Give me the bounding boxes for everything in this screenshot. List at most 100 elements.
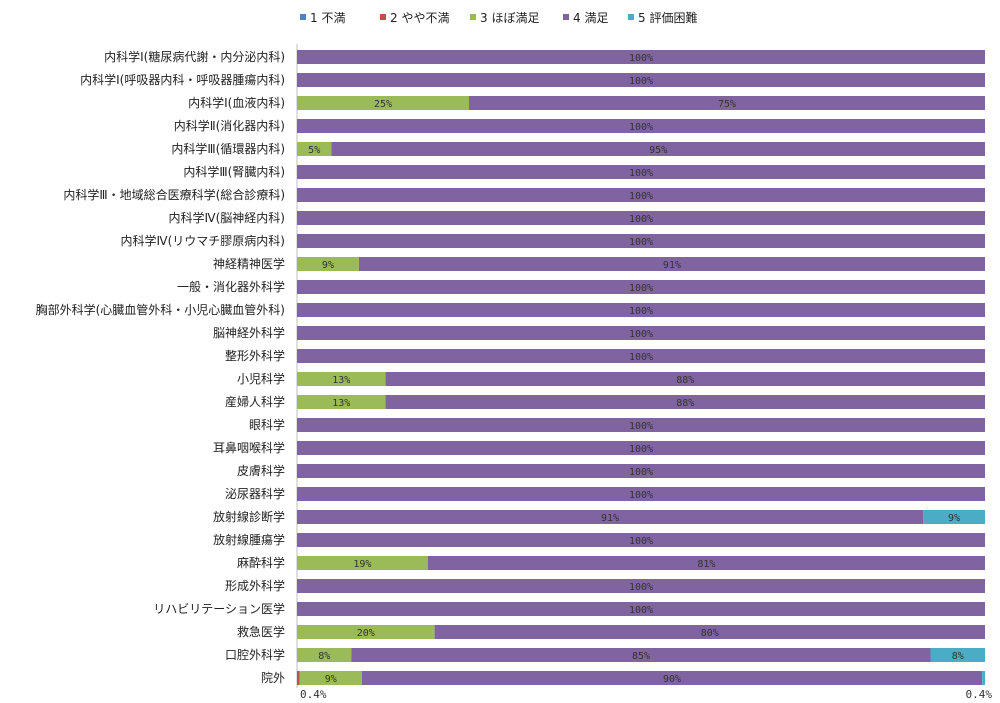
bar-segment xyxy=(297,349,985,363)
category-label: 脳神経外科学 xyxy=(213,325,285,340)
bar-segment xyxy=(297,142,332,156)
data-label: 81% xyxy=(697,559,715,570)
bar-segment xyxy=(385,372,985,386)
category-label: 内科学Ⅳ(脳神経内科) xyxy=(169,210,285,225)
bar-row: 内科学Ⅲ(腎臓内科) 100% xyxy=(183,164,985,179)
category-label: 神経精神医学 xyxy=(213,256,285,271)
legend-item: 5 評価困難 xyxy=(628,10,697,25)
data-label: 100% xyxy=(629,582,653,593)
data-label: 80% xyxy=(701,628,719,639)
data-label: 20% xyxy=(357,628,375,639)
category-label: 内科学Ⅳ(リウマチ膠原病内科) xyxy=(121,233,285,248)
bar-row: 内科学Ⅲ・地域総合医療科学(総合診療科) 100% xyxy=(63,187,985,202)
category-label: 整形外科学 xyxy=(225,348,285,363)
data-label: 9% xyxy=(322,260,334,271)
bar-row: 泌尿器科学 100% xyxy=(225,486,985,501)
bar-segment xyxy=(923,510,985,524)
category-label: 内科学Ⅰ(呼吸器内科・呼吸器腫瘍内科) xyxy=(80,72,285,87)
bar-segment xyxy=(297,234,985,248)
data-label: 9% xyxy=(325,674,337,685)
legend-item: 3 ほぼ満足 xyxy=(470,11,539,25)
bar-segment xyxy=(297,165,985,179)
bar-row: 救急医学 20% 80% xyxy=(237,624,986,639)
category-label: 院外 xyxy=(261,671,285,685)
data-label: 13% xyxy=(332,398,350,409)
data-label: 75% xyxy=(718,99,736,110)
bar-segment xyxy=(297,648,352,662)
data-label: 19% xyxy=(353,559,371,570)
bar-row: 眼科学 100% xyxy=(249,417,985,432)
data-label: 100% xyxy=(629,421,653,432)
bar-row: 脳神経外科学 100% xyxy=(213,325,985,340)
legend-item: 2 やや不満 xyxy=(380,11,449,25)
legend-item: 1 不満 xyxy=(300,11,345,25)
bar-segment xyxy=(297,50,985,64)
data-label: 100% xyxy=(629,214,653,225)
bar-segment xyxy=(297,280,985,294)
bar-row: 胸部外科学(心臓血管外科・小児心臓血管外科) 100% xyxy=(36,302,985,317)
legend-swatch xyxy=(380,14,386,20)
category-label: 内科学Ⅰ(糖尿病代謝・内分泌内科) xyxy=(104,49,285,64)
bar-segment xyxy=(297,602,985,616)
bar-segment xyxy=(297,533,985,547)
bar-segment xyxy=(297,119,985,133)
data-label: 90% xyxy=(663,674,681,685)
bar-segment xyxy=(297,211,985,225)
bar-row: 一般・消化器外科学 100% xyxy=(177,279,985,294)
legend-label: 1 不満 xyxy=(310,11,345,25)
data-label: 100% xyxy=(629,467,653,478)
bar-row: 内科学Ⅳ(脳神経内科) 100% xyxy=(169,210,985,225)
data-label: 95% xyxy=(649,145,667,156)
category-label: リハビリテーション医学 xyxy=(153,601,285,616)
data-label: 100% xyxy=(629,536,653,547)
data-label: 13% xyxy=(332,375,350,386)
legend-label: 5 評価困難 xyxy=(638,10,697,25)
category-label: 内科学Ⅱ(消化器内科) xyxy=(174,118,285,133)
data-label: 5% xyxy=(308,145,320,156)
category-label: 皮膚科学 xyxy=(237,463,285,478)
outside-data-label: 0.4% xyxy=(966,688,993,701)
bar-segment xyxy=(434,625,986,639)
category-label: 麻酔科学 xyxy=(237,555,285,570)
category-label: 内科学Ⅲ(腎臓内科) xyxy=(183,164,285,179)
bar-segment xyxy=(351,648,931,662)
bar-row: 放射線診断学 91% 9% xyxy=(213,509,985,524)
data-label: 100% xyxy=(629,444,653,455)
bar-segment xyxy=(297,441,985,455)
data-label: 100% xyxy=(629,352,653,363)
data-label: 100% xyxy=(629,237,653,248)
category-label: 一般・消化器外科学 xyxy=(177,279,285,294)
bar-row: 放射線腫瘍学 100% xyxy=(213,532,985,547)
outside-data-label: 0.4% xyxy=(300,688,327,701)
bar-segment xyxy=(297,671,300,685)
bar-segment xyxy=(297,579,985,593)
bar-row: 院外 9% 90% xyxy=(261,671,985,685)
category-label: 内科学Ⅲ(循環器内科) xyxy=(171,141,285,156)
data-label: 100% xyxy=(629,306,653,317)
bar-segment xyxy=(297,188,985,202)
category-label: 泌尿器科学 xyxy=(225,486,285,501)
bar-row: 形成外科学 100% xyxy=(225,578,985,593)
data-label: 88% xyxy=(676,375,694,386)
category-label: 胸部外科学(心臓血管外科・小児心臓血管外科) xyxy=(36,302,285,317)
legend: 1 不満 2 やや不満 3 ほぼ満足 4 満足 5 評価困難 xyxy=(300,10,697,25)
bar-segment xyxy=(297,96,469,110)
data-label: 85% xyxy=(632,651,650,662)
bar-row: リハビリテーション医学 100% xyxy=(153,601,985,616)
data-label: 100% xyxy=(629,53,653,64)
data-label: 100% xyxy=(629,168,653,179)
data-label: 91% xyxy=(601,513,619,524)
bar-segment xyxy=(297,303,985,317)
bar-segment xyxy=(930,648,985,662)
bar-row: 皮膚科学 100% xyxy=(237,463,985,478)
data-label: 91% xyxy=(663,260,681,271)
bar-row: 整形外科学 100% xyxy=(225,348,985,363)
bar-segment xyxy=(297,464,985,478)
bar-segment xyxy=(427,556,986,570)
legend-label: 4 満足 xyxy=(573,11,608,25)
category-label: 耳鼻咽喉科学 xyxy=(213,440,285,455)
bar-segment xyxy=(297,625,435,639)
bar-row: 内科学Ⅰ(血液内科) 25% 75% xyxy=(188,95,985,110)
bar-segment xyxy=(297,372,386,386)
